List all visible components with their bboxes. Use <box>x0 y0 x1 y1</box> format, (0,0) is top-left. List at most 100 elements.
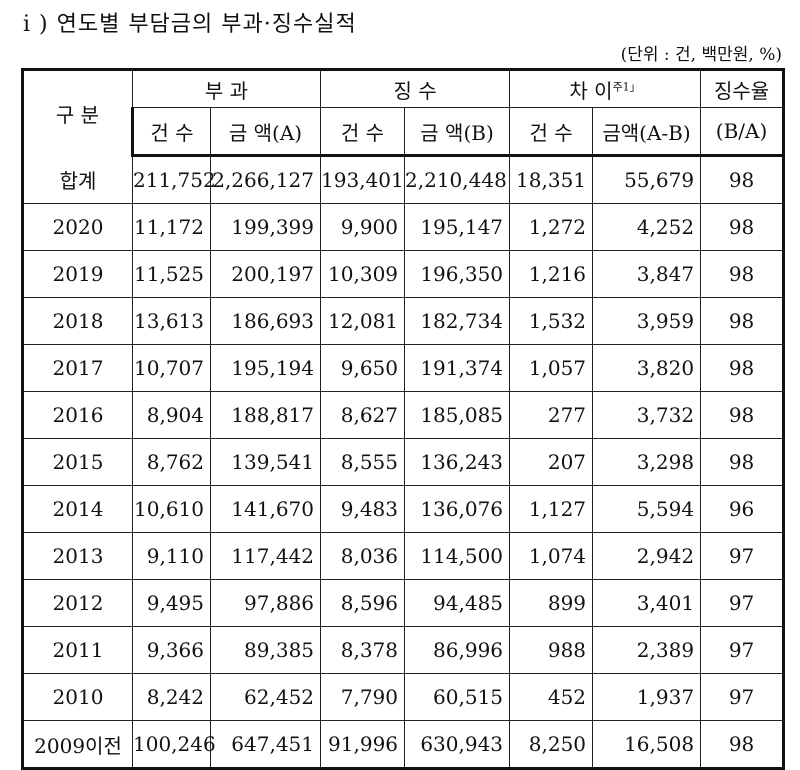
collect-amount-cell: 195,147 <box>404 203 511 251</box>
levy-amount-cell: 139,541 <box>209 438 322 486</box>
levy-count-cell: 8,242 <box>132 673 211 721</box>
header-collect-amount: 금 액(B) <box>404 107 511 157</box>
footnote-marker: 주1」 <box>612 79 641 93</box>
diff-amount-cell: 2,389 <box>592 626 702 674</box>
collection-rate-cell: 98 <box>700 155 786 204</box>
levy-amount-cell: 141,670 <box>209 485 322 533</box>
levy-count-cell: 9,366 <box>132 626 211 674</box>
levy-amount-cell: 186,693 <box>209 297 322 345</box>
header-category: 구 분 <box>21 68 133 156</box>
collection-rate-cell: 98 <box>700 250 786 298</box>
table-row: 2013 9,110 117,442 8,036 114,500 1,074 2,942 97 <box>21 532 786 580</box>
diff-amount-cell: 4,252 <box>592 203 702 251</box>
table-row: 합계 211,752 2,266,127 193,401 2,210,448 18,351… <box>21 155 786 204</box>
levy-collection-table: 구 분 부 과 징 수 차 이주1」 징수율 건 수 금 액(A) 건 수 금 … <box>21 68 786 770</box>
collect-count-cell: 9,650 <box>320 344 406 392</box>
diff-count-cell: 1,532 <box>509 297 594 345</box>
diff-amount-cell: 55,679 <box>592 155 702 204</box>
levy-amount-cell: 195,194 <box>209 344 322 392</box>
levy-count-cell: 9,110 <box>132 532 211 580</box>
diff-amount-cell: 16,508 <box>592 720 702 770</box>
diff-amount-cell: 5,594 <box>592 485 702 533</box>
row-label-cell: 2020 <box>21 203 133 251</box>
collection-rate-cell: 97 <box>700 579 786 627</box>
levy-count-cell: 10,610 <box>132 485 211 533</box>
diff-count-cell: 452 <box>509 673 594 721</box>
table-row: 2020 11,172 199,399 9,900 195,147 1,272 4,252 9… <box>21 203 786 251</box>
levy-count-cell: 10,707 <box>132 344 211 392</box>
diff-amount-cell: 3,732 <box>592 391 702 439</box>
diff-amount-cell: 2,942 <box>592 532 702 580</box>
collect-amount-cell: 136,076 <box>404 485 511 533</box>
collect-count-cell: 12,081 <box>320 297 406 345</box>
collect-count-cell: 8,596 <box>320 579 406 627</box>
levy-count-cell: 11,172 <box>132 203 211 251</box>
header-rate-formula: (B/A) <box>700 107 786 157</box>
collection-rate-cell: 98 <box>700 438 786 486</box>
diff-amount-cell: 1,937 <box>592 673 702 721</box>
levy-count-cell: 8,904 <box>132 391 211 439</box>
collect-amount-cell: 2,210,448 <box>404 155 511 204</box>
diff-count-cell: 8,250 <box>509 720 594 770</box>
header-levy-count: 건 수 <box>131 107 211 157</box>
header-collect: 징 수 <box>320 68 511 108</box>
table-row: 2019 11,525 200,197 10,309 196,350 1,216 3,847… <box>21 250 786 298</box>
collect-amount-cell: 136,243 <box>404 438 511 486</box>
levy-amount-cell: 647,451 <box>209 720 322 770</box>
header-levy: 부 과 <box>131 68 322 108</box>
levy-amount-cell: 188,817 <box>209 391 322 439</box>
levy-amount-cell: 2,266,127 <box>209 155 322 204</box>
levy-count-cell: 9,495 <box>132 579 211 627</box>
collect-count-cell: 8,036 <box>320 532 406 580</box>
diff-count-cell: 1,272 <box>509 203 594 251</box>
diff-count-cell: 18,351 <box>509 155 594 204</box>
header-diff-amount: 금액(A-B) <box>592 107 702 157</box>
diff-count-cell: 988 <box>509 626 594 674</box>
levy-count-cell: 13,613 <box>132 297 211 345</box>
diff-count-cell: 1,057 <box>509 344 594 392</box>
diff-amount-cell: 3,401 <box>592 579 702 627</box>
header-diff-count: 건 수 <box>509 107 594 157</box>
levy-amount-cell: 199,399 <box>209 203 322 251</box>
row-label-cell: 2012 <box>21 579 133 627</box>
unit-note: (단위 : 건, 백만원, %) <box>620 45 782 65</box>
table-row: 2010 8,242 62,452 7,790 60,515 452 1,937 97 <box>21 673 786 721</box>
levy-count-cell: 8,762 <box>132 438 211 486</box>
collect-amount-cell: 114,500 <box>404 532 511 580</box>
diff-amount-cell: 3,820 <box>592 344 702 392</box>
collection-rate-cell: 98 <box>700 203 786 251</box>
row-label-cell: 2014 <box>21 485 133 533</box>
diff-amount-cell: 3,847 <box>592 250 702 298</box>
row-label-cell: 합계 <box>21 155 133 204</box>
table-row: 2012 9,495 97,886 8,596 94,485 899 3,401 97 <box>21 579 786 627</box>
collect-amount-cell: 182,734 <box>404 297 511 345</box>
collection-rate-cell: 98 <box>700 297 786 345</box>
header-collect-count: 건 수 <box>320 107 406 157</box>
collect-count-cell: 8,378 <box>320 626 406 674</box>
levy-amount-cell: 97,886 <box>209 579 322 627</box>
row-label-cell: 2011 <box>21 626 133 674</box>
collect-amount-cell: 630,943 <box>404 720 511 770</box>
row-label-cell: 2017 <box>21 344 133 392</box>
diff-count-cell: 277 <box>509 391 594 439</box>
row-label-cell: 2010 <box>21 673 133 721</box>
table-row: 2015 8,762 139,541 8,555 136,243 207 3,298 98 <box>21 438 786 486</box>
collect-count-cell: 8,555 <box>320 438 406 486</box>
collect-count-cell: 9,900 <box>320 203 406 251</box>
diff-amount-cell: 3,298 <box>592 438 702 486</box>
row-label-cell: 2009이전 <box>21 720 133 770</box>
diff-count-cell: 1,074 <box>509 532 594 580</box>
collection-rate-cell: 96 <box>700 485 786 533</box>
collect-count-cell: 9,483 <box>320 485 406 533</box>
row-label-cell: 2019 <box>21 250 133 298</box>
row-label-cell: 2018 <box>21 297 133 345</box>
table-row: 2009이전 100,246 647,451 91,996 630,943 8,250 16… <box>21 720 786 770</box>
collect-amount-cell: 94,485 <box>404 579 511 627</box>
collect-amount-cell: 86,996 <box>404 626 511 674</box>
row-label-cell: 2016 <box>21 391 133 439</box>
table-row: 2018 13,613 186,693 12,081 182,734 1,532 3,959… <box>21 297 786 345</box>
collect-amount-cell: 60,515 <box>404 673 511 721</box>
collect-count-cell: 10,309 <box>320 250 406 298</box>
collection-rate-cell: 98 <box>700 391 786 439</box>
header-rate: 징수율 <box>700 68 786 108</box>
